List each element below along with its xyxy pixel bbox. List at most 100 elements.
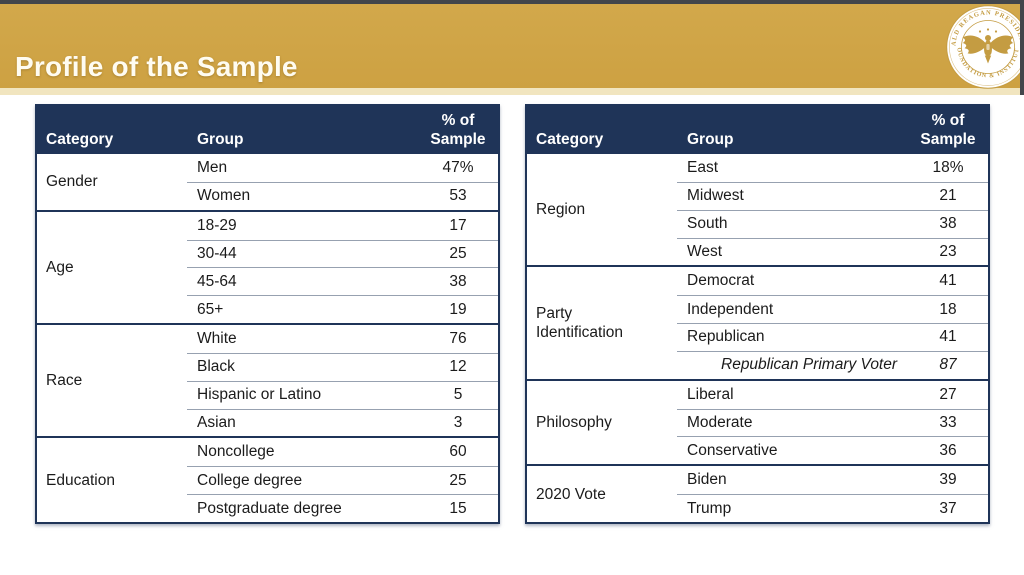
category-label: Age [46, 258, 74, 276]
reagan-foundation-seal-icon: RONALD REAGAN PRESIDENTIAL • FOUNDATION … [946, 5, 1024, 89]
group-cell: Asian [197, 414, 236, 432]
table-row: Independent 18 [677, 295, 988, 323]
group-cell: Postgraduate degree [197, 499, 342, 517]
category-label: 2020 Vote [536, 485, 606, 503]
category-label: Gender [46, 173, 98, 191]
table-row: Hispanic or Latino 5 [187, 380, 498, 409]
value-cell: 33 [939, 414, 957, 432]
table-row: Postgraduate degree 15 [187, 494, 498, 522]
group-cell: Biden [687, 471, 727, 489]
value-cell: 27 [939, 385, 957, 403]
page-title: Profile of the Sample [15, 51, 298, 82]
column-header: % of Sample [430, 112, 486, 148]
group-cell: Black [197, 358, 235, 376]
value-cell: 18% [932, 158, 964, 176]
table-row: Noncollege 60 [187, 438, 498, 466]
group-cell: 45-64 [197, 272, 237, 290]
value-cell: 17 [449, 216, 467, 234]
table-row: Trump 37 [677, 494, 988, 522]
table-row: Asian 3 [187, 408, 498, 437]
table-section: 2020 Vote Biden 39 Trump 37 [527, 464, 988, 522]
table-header-row: Category Group % of Sample [527, 106, 988, 154]
table-section: Age 18-29 17 30-44 25 45-64 38 65+ 19 [37, 209, 498, 323]
group-cell: Trump [687, 499, 732, 517]
value-cell: 36 [939, 441, 957, 459]
group-cell: Noncollege [197, 443, 275, 461]
profile-table-right: Category Group % of Sample Region East 18% Mid… [525, 104, 990, 524]
table-row: Moderate 33 [677, 408, 988, 437]
column-header: Group [197, 131, 244, 148]
group-cell: East [687, 158, 719, 176]
value-cell: 25 [449, 471, 467, 489]
table-row: Republican Primary Voter 87 [677, 350, 988, 379]
value-cell: 15 [449, 499, 467, 517]
table-row: 30-44 25 [187, 239, 498, 268]
table-row: Liberal 27 [677, 381, 988, 409]
value-cell: 12 [449, 358, 467, 376]
section-rows: White 76 Black 12 Hispanic or Latino 5 Asian 3 [187, 325, 498, 436]
section-rows: Noncollege 60 College degree 25 Postgraduate… [187, 438, 498, 522]
value-cell: 53 [449, 187, 467, 205]
value-cell: 5 [453, 386, 463, 404]
category-label: Race [46, 372, 83, 390]
value-cell: 38 [449, 272, 467, 290]
group-cell: Republican Primary Voter [721, 356, 898, 374]
value-cell: 23 [939, 242, 957, 260]
category-cell: Party Identification [527, 267, 677, 378]
value-cell: 60 [449, 443, 467, 461]
group-cell: Conservative [687, 441, 778, 459]
category-label: Philosophy [536, 414, 612, 432]
table-row: College degree 25 [187, 466, 498, 494]
table-row: Black 12 [187, 352, 498, 381]
value-cell: 76 [449, 329, 467, 347]
category-label: Party Identification [536, 305, 624, 342]
group-cell: Hispanic or Latino [197, 386, 322, 404]
value-cell: 47% [442, 158, 474, 176]
table-section: Party Identification Democrat 41 Independen… [527, 265, 988, 378]
value-cell: 19 [449, 300, 467, 318]
group-cell: South [687, 215, 728, 233]
category-cell: Region [527, 154, 677, 265]
value-cell: 38 [939, 215, 957, 233]
category-cell: Race [37, 325, 187, 436]
group-cell: Republican [687, 328, 765, 346]
table-row: Republican 41 [677, 323, 988, 351]
window-top-edge [0, 0, 1024, 4]
section-rows: Liberal 27 Moderate 33 Conservative 36 [677, 381, 988, 465]
category-cell: Education [37, 438, 187, 522]
column-header: Category [536, 131, 604, 148]
group-cell: Midwest [687, 187, 744, 205]
group-cell: West [687, 242, 723, 260]
seal-eagle-icon [962, 28, 1014, 64]
table-section: Race White 76 Black 12 Hispanic or Latino 5 Asi… [37, 323, 498, 436]
table-row: 45-64 38 [187, 267, 498, 295]
column-header: Category [46, 131, 114, 148]
table-row: East 18% [677, 154, 988, 182]
category-label: Region [536, 201, 586, 219]
group-cell: Women [197, 187, 251, 205]
section-rows: East 18% Midwest 21 South 38 West 23 [677, 154, 988, 265]
profile-table-left: Category Group % of Sample Gender Men 47% Wome… [35, 104, 500, 524]
table-section: Gender Men 47% Women 53 [37, 154, 498, 210]
category-cell: Age [37, 212, 187, 323]
group-cell: College degree [197, 471, 303, 489]
title-bar: Profile of the Sample [0, 4, 1024, 88]
column-header: % of Sample [920, 112, 976, 148]
section-rows: Men 47% Women 53 [187, 154, 498, 210]
section-rows: Biden 39 Trump 37 [677, 466, 988, 522]
group-cell: Moderate [687, 414, 753, 432]
table-row: Biden 39 [677, 466, 988, 494]
group-cell: White [197, 329, 237, 347]
table-row: 65+ 19 [187, 295, 498, 323]
table-section: Philosophy Liberal 27 Moderate 33 Conservativ… [527, 378, 988, 465]
table-section: Region East 18% Midwest 21 South 38 West 23 [527, 154, 988, 265]
group-cell: Men [197, 158, 228, 176]
title-bar-accent-strip [0, 88, 1024, 95]
group-cell: Independent [687, 300, 774, 318]
section-rows: Democrat 41 Independent 18 Republican 41 Repub… [677, 267, 988, 378]
table-section: Education Noncollege 60 College degree 25 Pos… [37, 436, 498, 522]
section-rows: 18-29 17 30-44 25 45-64 38 65+ 19 [187, 212, 498, 323]
category-cell: Philosophy [527, 381, 677, 465]
group-cell: 65+ [197, 300, 224, 318]
